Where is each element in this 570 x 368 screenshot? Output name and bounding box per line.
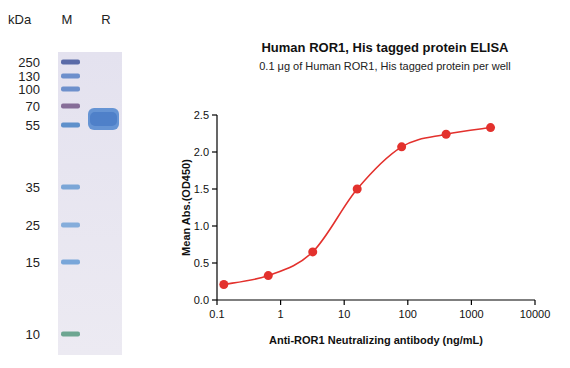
data-point [486,123,495,132]
marker-label: 10 [26,327,40,342]
plot-area [219,123,495,289]
x-tick-label: 1 [278,308,284,320]
x-tick-label: 10 [338,308,350,320]
marker-label: 55 [26,118,40,133]
x-tick [280,300,281,305]
gel: kDaMR250130100705535251510 [8,12,122,355]
x-axis [217,299,535,300]
gel-unit: kDa [8,12,32,27]
y-tick [212,225,217,226]
title: Human ROR1, His tagged protein ELISA [261,40,509,55]
y-tick-label: 2.0 [194,146,209,158]
x-tick [407,300,408,305]
lane-label: R [101,12,110,27]
y-axis [216,115,217,300]
gel-background [58,52,122,355]
fit-line [224,128,491,285]
subtitle: 0.1 μg of Human ROR1, His tagged protein… [259,60,511,72]
x-tick [344,300,345,305]
marker-band [61,74,80,79]
background [0,0,570,368]
y-tick [212,299,217,300]
chart: Human ROR1, His tagged protein ELISA 0.1 … [180,40,550,346]
marker-label: 15 [26,255,40,270]
x-tick-label: 10000 [520,308,551,320]
marker-band [61,87,80,92]
marker-label: 100 [18,82,40,97]
x-axis-label: Anti-ROR1 Neutralizing antibody (ng/mL) [269,334,483,346]
y-tick [212,188,217,189]
sample-band-core [90,112,117,126]
x-tick [216,300,217,305]
y-axis-label: Mean Abs.(OD450) [180,159,192,256]
marker-band [61,185,80,190]
marker-label: 35 [26,180,40,195]
marker-band [61,332,80,337]
y-tick [212,114,217,115]
y-tick-label: 0.5 [194,257,209,269]
marker-band [61,123,80,128]
data-point [264,271,273,280]
data-point [308,247,317,256]
marker-label: 70 [26,99,40,114]
marker-band [61,60,80,65]
data-point [442,130,451,139]
marker-band [61,260,80,265]
lane-label: M [62,12,73,27]
x-tick-label: 100 [399,308,417,320]
y-tick-label: 2.5 [194,109,209,121]
y-tick [212,262,217,263]
x-tick-label: 1000 [459,308,483,320]
y-tick-label: 1.0 [194,220,209,232]
data-point [397,142,406,151]
y-tick-label: 0.0 [194,294,209,306]
y-tick [212,151,217,152]
marker-label: 250 [18,55,40,70]
marker-band [61,104,80,109]
data-point [219,280,228,289]
marker-band [61,223,80,228]
x-tick [534,300,535,305]
x-tick-label: 0.1 [209,308,224,320]
sample-band [88,108,119,130]
data-point [353,185,362,194]
figure: kDaMR250130100705535251510Human ROR1, Hi… [0,0,570,368]
x-tick [471,300,472,305]
y-tick-label: 1.5 [194,183,209,195]
marker-label: 25 [26,218,40,233]
